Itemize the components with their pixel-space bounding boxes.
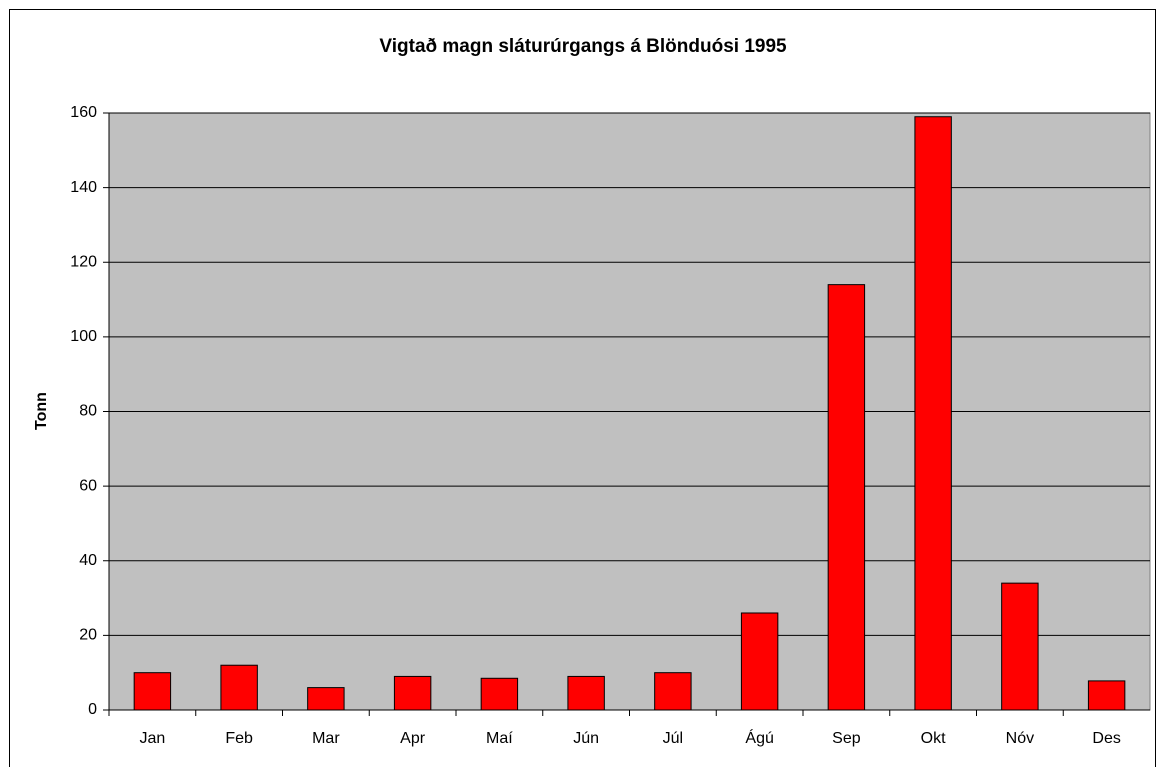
y-tick-label: 80 [79,403,97,420]
x-tick-label: Des [1092,730,1120,747]
bar [827,284,866,711]
y-tick-label: 20 [79,627,97,644]
x-tick-label: Maí [486,730,513,747]
bar [1001,582,1039,711]
x-tick-label: Feb [225,730,253,747]
y-tick-label: 0 [88,701,97,718]
y-tick-label: 60 [79,477,97,494]
x-tick-label: Jún [573,730,599,747]
y-axis-label: Tonn [33,392,50,430]
bar [133,672,172,711]
chart-title: Vigtað magn sláturúrgangs á Blönduósi 19… [379,36,787,57]
y-tick-label: 140 [70,179,97,196]
x-tick-label: Mar [312,730,340,747]
x-tick-label: Ágú [745,728,773,747]
bar [393,675,432,711]
y-tick-label: 100 [70,328,97,345]
bar [567,675,605,711]
x-tick-label: Jan [139,730,165,747]
bar [480,677,519,711]
y-tick-label: 160 [70,104,97,121]
bar [740,612,779,711]
bar [220,664,258,711]
x-tick-label: Okt [921,730,946,747]
y-tick-label: 40 [79,552,97,569]
x-tick-label: Apr [400,730,426,747]
y-tick-label: 120 [70,253,97,270]
bar [1087,680,1126,711]
x-tick-label: Júl [663,730,683,747]
x-tick-label: Nóv [1006,730,1034,747]
bar [307,687,345,711]
bar [654,672,692,711]
bar [914,116,952,711]
x-tick-label: Sep [832,730,861,747]
